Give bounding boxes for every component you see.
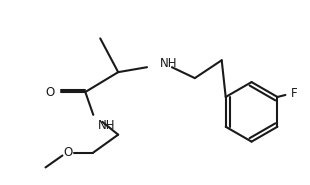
Text: F: F [291, 88, 298, 100]
Text: NH: NH [98, 119, 116, 132]
Text: NH: NH [160, 57, 178, 70]
Text: O: O [45, 85, 55, 98]
Text: O: O [64, 146, 73, 159]
